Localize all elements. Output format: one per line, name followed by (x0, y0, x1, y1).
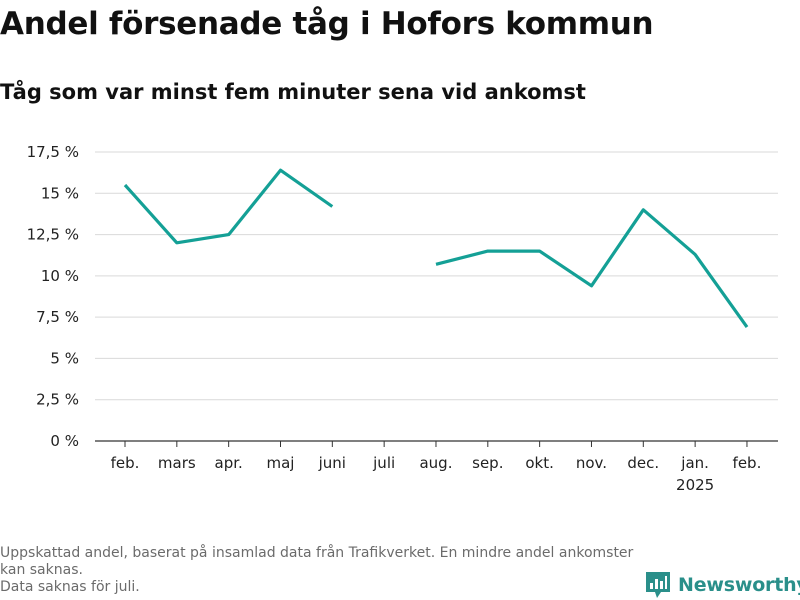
y-tick-label: 7,5 % (36, 308, 79, 326)
y-tick-label: 17,5 % (27, 143, 79, 161)
y-tick-label: 10 % (41, 267, 79, 285)
x-tick-label: juni (318, 454, 346, 472)
x-tick-label: juli (372, 454, 395, 472)
footnote-source: Uppskattad andel, baserat på insamlad da… (0, 545, 634, 578)
x-tick-sublabel: 2025 (676, 476, 714, 494)
y-axis: 0 % 2,5 % 5 % 7,5 % 10 % 12,5 % 15 % 17,5 % (27, 143, 79, 450)
brand-name: Newsworthy (678, 574, 800, 596)
x-tick-label: mars (158, 454, 196, 472)
y-tick-label: 0 % (50, 432, 79, 450)
footnote: Uppskattad andel, baserat på insamlad da… (0, 545, 640, 596)
brand-logo: Newsworthy (644, 570, 800, 600)
x-tick-label: okt. (525, 454, 554, 472)
series-lines (123, 168, 749, 329)
series-line-segment (123, 168, 334, 245)
footnote-missing-data: Data saknas för juli. (0, 579, 140, 595)
x-tick-label: sep. (472, 454, 503, 472)
x-tick-label: feb. (111, 454, 140, 472)
x-tick-label: nov. (576, 454, 607, 472)
x-axis: feb. mars apr. maj juni juli aug. sep. okt. nov. d… (111, 441, 762, 494)
grid-lines (95, 151, 778, 442)
x-tick-label: aug. (419, 454, 452, 472)
y-tick-label: 12,5 % (27, 226, 79, 244)
x-tick-label: maj (266, 454, 294, 472)
y-tick-label: 2,5 % (36, 391, 79, 409)
chart-title: Andel försenade tåg i Hofors kommun (0, 6, 654, 42)
newsworthy-logo-icon (646, 572, 670, 598)
x-tick-label: feb. (733, 454, 762, 472)
x-tick-label: dec. (627, 454, 659, 472)
chart-subtitle: Tåg som var minst fem minuter sena vid a… (0, 80, 586, 104)
series-line-segment (435, 208, 749, 329)
y-tick-label: 5 % (50, 349, 79, 367)
line-chart: 0 % 2,5 % 5 % 7,5 % 10 % 12,5 % 15 % 17,5 % feb… (27, 143, 778, 494)
y-tick-label: 15 % (41, 184, 79, 202)
x-tick-label: jan. (680, 454, 709, 472)
x-tick-label: apr. (215, 454, 243, 472)
